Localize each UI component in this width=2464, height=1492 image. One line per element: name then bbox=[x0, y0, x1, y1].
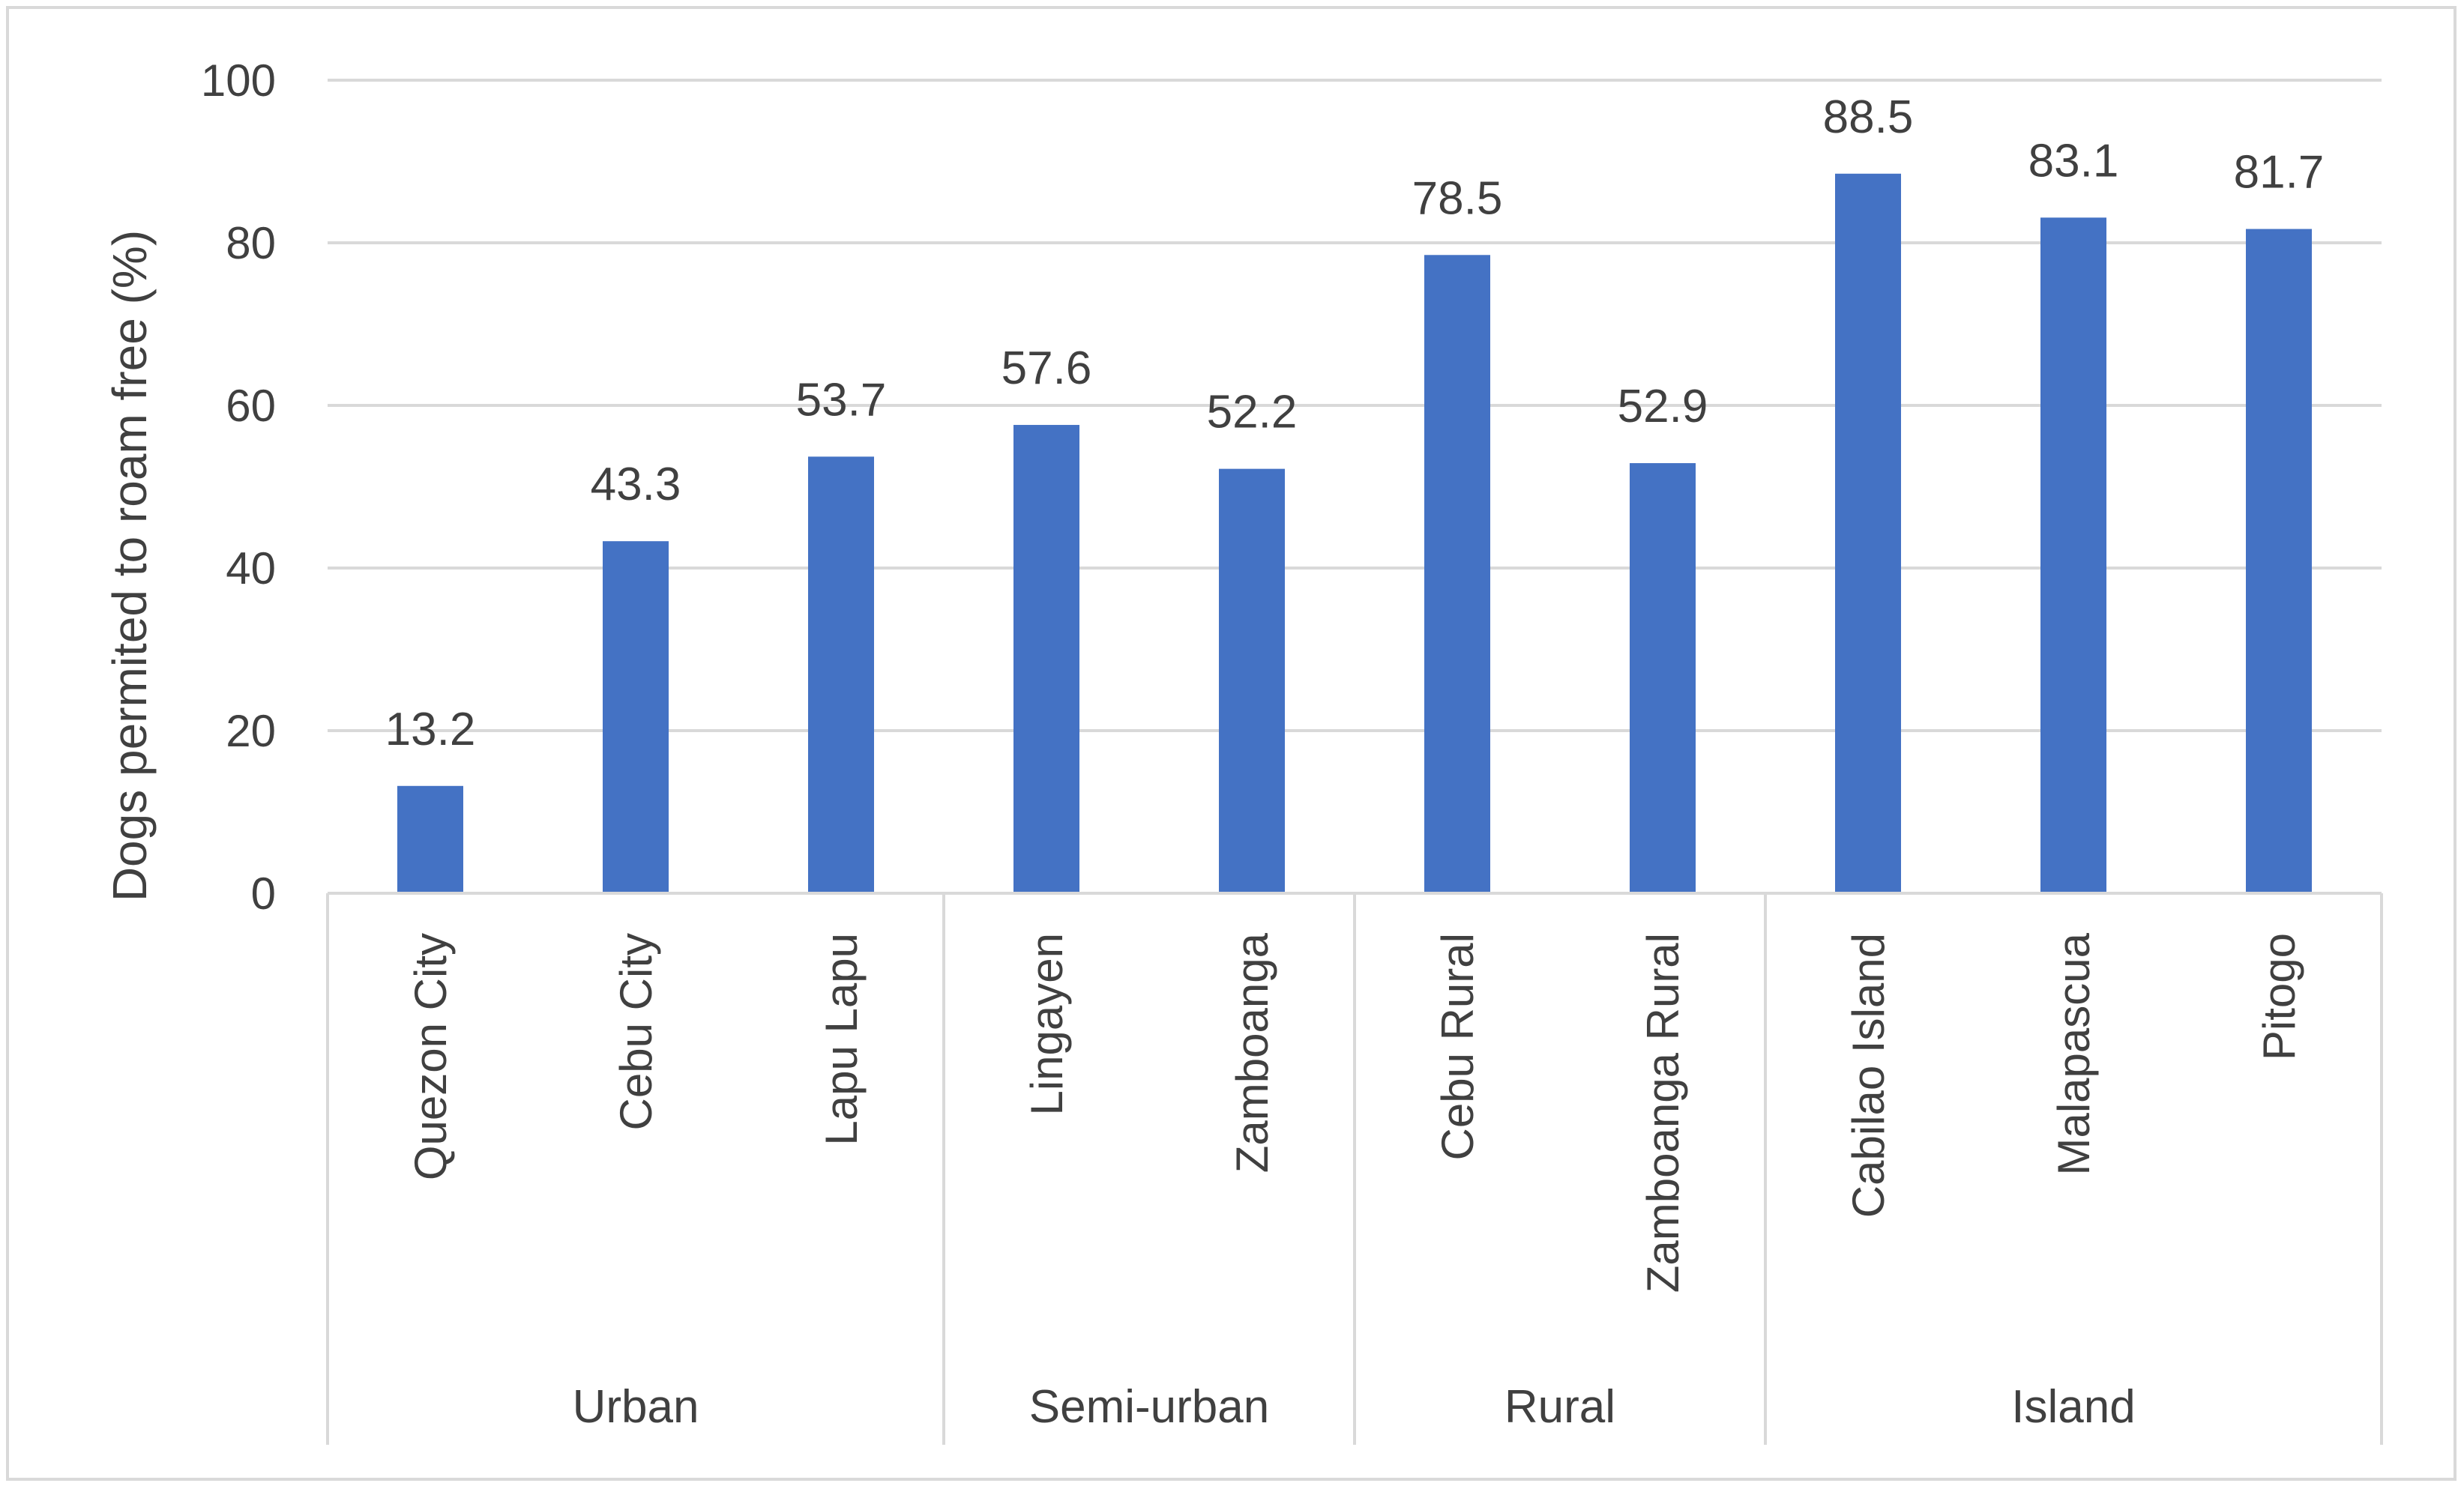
x-category-label: Quezon City bbox=[406, 933, 456, 1180]
bar bbox=[1835, 173, 1901, 893]
bars bbox=[397, 173, 2312, 893]
x-group-label: Rural bbox=[1504, 1381, 1615, 1433]
data-label: 53.7 bbox=[796, 374, 887, 426]
x-group-label: Island bbox=[2011, 1381, 2135, 1433]
data-label: 83.1 bbox=[2028, 135, 2119, 187]
data-label: 52.2 bbox=[1207, 387, 1298, 438]
y-tick-label: 60 bbox=[226, 381, 276, 431]
data-label: 57.6 bbox=[1001, 342, 1092, 394]
gridlines bbox=[328, 79, 2382, 732]
x-category-label: Cebu City bbox=[611, 933, 661, 1130]
y-tick-label: 20 bbox=[226, 706, 276, 756]
x-category-label: Lapu Lapu bbox=[816, 933, 867, 1146]
x-axis: Quezon City Cebu City Lapu Lapu Lingayen Zam… bbox=[326, 892, 2383, 1445]
x-group-label: Urban bbox=[573, 1381, 699, 1433]
x-category-label: Zamboanga bbox=[1227, 932, 1277, 1173]
y-tick-label: 80 bbox=[226, 218, 276, 268]
bar bbox=[397, 785, 463, 893]
x-category-label: Cebu Rural bbox=[1433, 933, 1483, 1161]
data-label: 88.5 bbox=[1823, 91, 1914, 143]
bar bbox=[1013, 425, 1079, 893]
data-label: 13.2 bbox=[385, 704, 476, 755]
y-tick-label: 0 bbox=[251, 869, 276, 919]
y-axis-ticks: 0 20 40 60 80 100 bbox=[201, 55, 276, 919]
data-labels: 13.2 43.3 53.7 57.6 52.2 78.5 52.9 88.5 83.1 81.7 bbox=[385, 91, 2325, 755]
x-category-label: Lingayen bbox=[1022, 933, 1072, 1116]
data-label: 78.5 bbox=[1412, 172, 1503, 224]
data-label: 43.3 bbox=[591, 459, 681, 510]
y-tick-label: 40 bbox=[226, 543, 276, 594]
bar bbox=[1630, 463, 1696, 893]
x-group-label: Semi-urban bbox=[1029, 1381, 1269, 1433]
bar bbox=[2040, 217, 2106, 893]
data-label: 52.9 bbox=[1618, 381, 1708, 432]
bar bbox=[603, 541, 669, 893]
x-category-label: Cabilao Island bbox=[1843, 933, 1894, 1218]
bar bbox=[1424, 255, 1490, 893]
x-category-label: Pitogo bbox=[2254, 933, 2304, 1060]
y-axis-title: Dogs permited to roam free (%) bbox=[103, 230, 157, 901]
bar bbox=[808, 456, 874, 893]
x-category-label: Malapascua bbox=[2049, 932, 2099, 1175]
x-category-label: Zamboanga Rural bbox=[1638, 933, 1688, 1293]
bar bbox=[2246, 229, 2312, 893]
bar bbox=[1219, 468, 1285, 893]
y-tick-label: 100 bbox=[201, 55, 276, 106]
data-label: 81.7 bbox=[2234, 147, 2325, 199]
